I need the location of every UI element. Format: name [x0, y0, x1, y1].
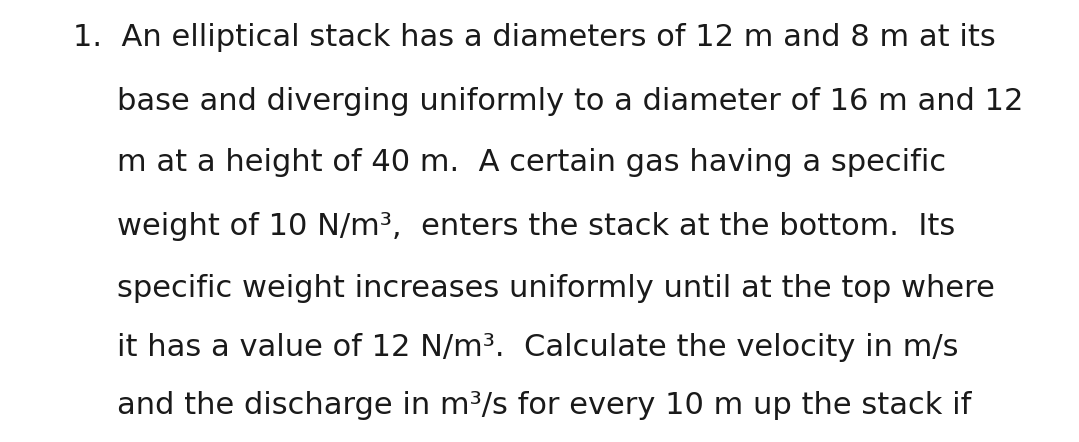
Text: m at a height of 40 m.  A certain gas having a specific: m at a height of 40 m. A certain gas hav…	[117, 149, 945, 178]
Text: 1.  An elliptical stack has a diameters of 12 m and 8 m at its: 1. An elliptical stack has a diameters o…	[73, 23, 996, 53]
Text: and the discharge in m³/s for every 10 m up the stack if: and the discharge in m³/s for every 10 m…	[117, 391, 971, 420]
Text: specific weight increases uniformly until at the top where: specific weight increases uniformly unti…	[117, 274, 995, 303]
Text: weight of 10 N/m³,  enters the stack at the bottom.  Its: weight of 10 N/m³, enters the stack at t…	[117, 212, 955, 241]
Text: it has a value of 12 N/m³.  Calculate the velocity in m/s: it has a value of 12 N/m³. Calculate the…	[117, 333, 958, 362]
Text: base and diverging uniformly to a diameter of 16 m and 12: base and diverging uniformly to a diamet…	[117, 87, 1023, 116]
